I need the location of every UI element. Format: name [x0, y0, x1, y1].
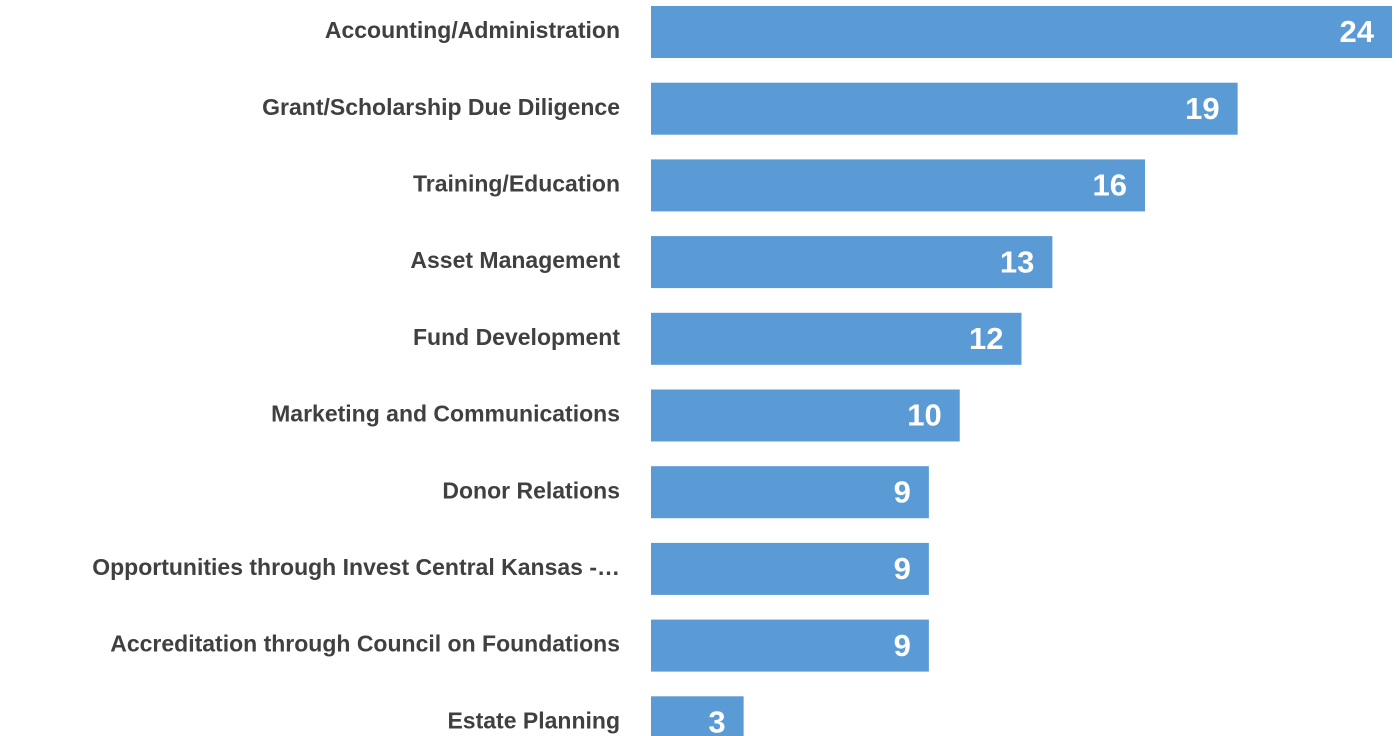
value-label: 13 — [1000, 244, 1034, 279]
bar — [651, 236, 1053, 289]
category-label: Opportunities through Invest Central Kan… — [92, 554, 620, 580]
bar — [651, 82, 1238, 135]
bar — [651, 542, 929, 595]
value-label: 3 — [708, 704, 725, 736]
bar — [651, 696, 744, 736]
bar — [651, 6, 1392, 58]
value-label: 24 — [1340, 14, 1375, 49]
category-label: Asset Management — [410, 247, 620, 273]
category-label: Grant/Scholarship Due Diligence — [262, 94, 620, 120]
value-label: 12 — [969, 321, 1003, 356]
category-label: Fund Development — [413, 324, 620, 350]
bar — [651, 312, 1022, 365]
category-label: Marketing and Communications — [271, 401, 620, 427]
value-label: 9 — [894, 474, 911, 509]
value-label: 9 — [894, 551, 911, 586]
value-label: 9 — [894, 628, 911, 663]
bar — [651, 466, 929, 519]
value-label: 19 — [1185, 91, 1219, 126]
value-label: 10 — [907, 398, 941, 433]
bar — [651, 159, 1145, 212]
bar — [651, 389, 960, 442]
category-label: Donor Relations — [442, 477, 620, 503]
category-label: Accreditation through Council on Foundat… — [110, 631, 620, 657]
category-label: Accounting/Administration — [325, 17, 620, 43]
value-label: 16 — [1093, 168, 1127, 203]
bar — [651, 619, 929, 672]
category-label: Training/Education — [413, 170, 620, 196]
category-label: Estate Planning — [447, 707, 620, 733]
